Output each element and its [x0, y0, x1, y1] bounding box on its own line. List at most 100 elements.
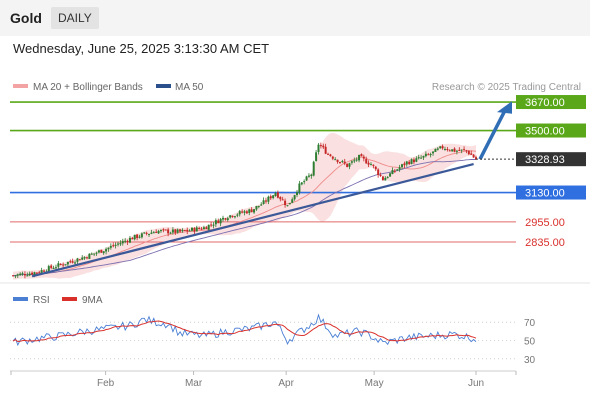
x-axis: Feb Mar Apr May Jun — [10, 371, 517, 389]
candle-body — [174, 229, 177, 233]
candle-body — [336, 159, 339, 163]
candle-body — [391, 170, 394, 174]
trendline-group — [31, 101, 516, 278]
trendline — [31, 162, 474, 278]
candle-body — [16, 274, 19, 276]
legend-rsi: RSI — [33, 295, 50, 306]
candle-body — [276, 192, 279, 198]
candle-body — [155, 231, 158, 233]
candle-body — [286, 205, 289, 207]
rsi-tick-1: 50 — [524, 337, 536, 348]
candle-body — [410, 159, 413, 164]
candle-body — [417, 157, 420, 159]
instrument-title: Gold — [10, 10, 42, 26]
rsi-panel: 70 50 30 — [10, 313, 536, 366]
candle-body — [284, 200, 287, 206]
levels-group — [10, 101, 516, 243]
candle-body — [40, 270, 43, 273]
candle-body — [159, 230, 162, 232]
candle-body — [420, 157, 423, 159]
candle-body — [467, 150, 470, 155]
candle-body — [224, 218, 227, 220]
candle-body — [102, 251, 105, 254]
candle-body — [76, 258, 79, 262]
candle-body — [176, 229, 179, 233]
candle-body — [341, 161, 344, 163]
candle-body — [241, 211, 244, 213]
candle-body — [374, 166, 377, 170]
candle-body — [403, 163, 406, 166]
candle-body — [186, 229, 189, 232]
candle-body — [26, 275, 29, 277]
level-label-0: 3670.00 — [525, 97, 565, 109]
candle-body — [358, 154, 361, 161]
candle-body — [217, 220, 220, 224]
legend-9ma: 9MA — [82, 295, 103, 306]
candle-body — [267, 196, 270, 202]
legend-swatch-9ma — [62, 297, 77, 301]
candle-body — [107, 247, 110, 250]
candle-body — [138, 236, 141, 238]
candle-body — [14, 275, 17, 277]
candle-body — [50, 265, 53, 268]
candles-group — [12, 142, 477, 279]
candle-body — [88, 253, 91, 259]
candle-body — [355, 159, 358, 161]
candle-body — [415, 158, 418, 162]
candle-body — [389, 173, 392, 177]
candle-body — [54, 267, 57, 269]
candle-body — [167, 229, 170, 234]
candle-body — [64, 264, 67, 266]
candle-body — [427, 154, 430, 156]
candle-body — [305, 176, 308, 181]
candle-body — [105, 249, 108, 252]
candle-body — [350, 161, 353, 163]
legend-swatch-rsi — [13, 297, 28, 301]
candle-body — [465, 150, 468, 152]
candle-body — [310, 174, 313, 176]
candle-body — [384, 177, 387, 181]
candle-body — [33, 272, 36, 275]
candle-body — [190, 227, 193, 231]
candle-body — [296, 192, 299, 196]
candle-body — [264, 200, 267, 202]
candle-body — [253, 209, 256, 213]
candle-body — [126, 241, 129, 243]
candle-body — [243, 211, 246, 213]
candle-body — [179, 229, 182, 232]
level-label-4: 2835.00 — [525, 237, 565, 249]
level-labels: 3670.00 3500.00 3130.00 2955.00 2835.00 3328.… — [516, 95, 586, 249]
candle-body — [250, 209, 253, 213]
candle-body — [319, 145, 322, 147]
period-button[interactable]: DAILY — [51, 7, 99, 29]
candle-body — [52, 268, 55, 270]
level-label-bg-0 — [516, 95, 586, 110]
candle-body — [377, 169, 380, 175]
candle-body — [269, 196, 272, 199]
level-label-3: 2955.00 — [525, 217, 565, 229]
candle-body — [288, 202, 291, 205]
candle-body — [85, 257, 88, 259]
candle-body — [260, 204, 263, 206]
candle-body — [257, 205, 260, 207]
candle-body — [38, 272, 41, 274]
candle-body — [95, 252, 98, 254]
candle-body — [157, 230, 160, 234]
candle-body — [443, 149, 446, 151]
candle-body — [451, 149, 454, 152]
candle-body — [35, 272, 38, 274]
candle-body — [317, 144, 320, 152]
candle-body — [59, 263, 62, 265]
candle-body — [74, 262, 77, 264]
candle-body — [262, 200, 265, 204]
candle-body — [100, 249, 103, 253]
x-tick-3: May — [365, 378, 384, 389]
candle-body — [401, 164, 404, 168]
candle-body — [353, 160, 356, 162]
candle-body — [367, 162, 370, 165]
candle-body — [365, 159, 368, 164]
candle-body — [23, 274, 26, 276]
candle-body — [109, 246, 112, 248]
candle-body — [71, 261, 74, 263]
